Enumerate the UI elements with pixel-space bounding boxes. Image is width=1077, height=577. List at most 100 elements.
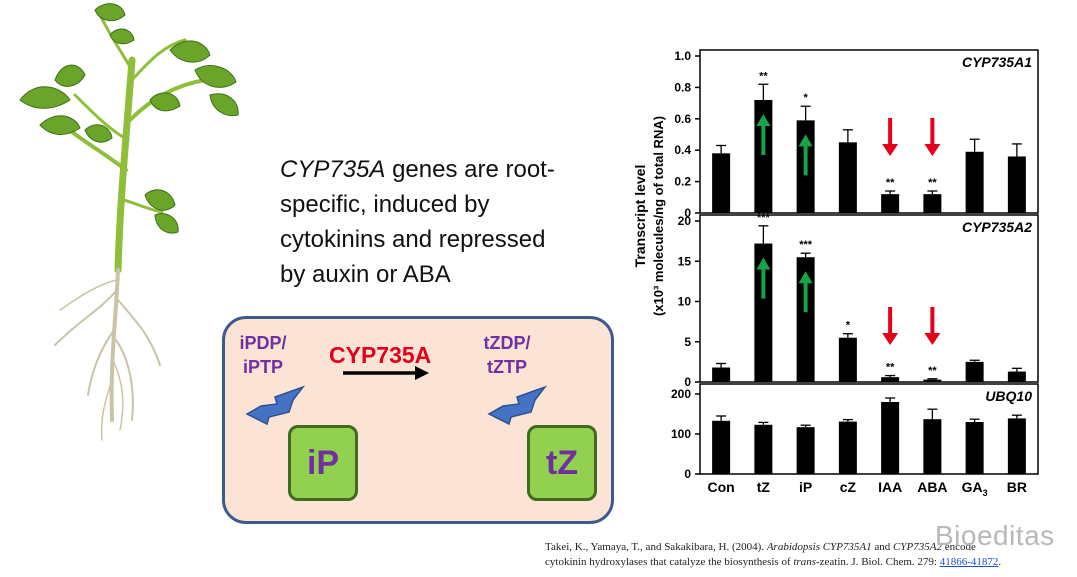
y-axis-label-line-1: Transcript level [632, 165, 648, 268]
y-tick-label: 0.8 [674, 80, 691, 94]
y-tick-label: 200 [671, 387, 691, 401]
x-category-label: IAA [878, 479, 902, 495]
citation-pages-link[interactable]: 41866-41872 [939, 556, 999, 568]
statement-line-1: genes are root- [385, 156, 555, 183]
y-tick-label: 0.4 [674, 143, 691, 157]
bar [881, 377, 900, 382]
significance-label: *** [757, 212, 771, 224]
down-arrow-head-icon [882, 333, 899, 345]
down-arrow-head-icon [924, 333, 941, 345]
bar [838, 142, 857, 213]
bar [1007, 418, 1026, 474]
y-tick-label: 0 [684, 375, 691, 389]
ip-cytokinin-box: iP [288, 425, 358, 501]
y-tick-label: 1.0 [674, 49, 691, 63]
up-arrow-head-icon [756, 257, 771, 270]
y-tick-label: 20 [678, 214, 692, 228]
panel-frame-0 [699, 49, 1039, 214]
citation: Takei, K., Yamaya, T., and Sakakibara, H… [545, 540, 1070, 570]
panel-title: CYP735A2 [962, 219, 1032, 235]
bar [881, 194, 900, 213]
citation-gene-1: Arabidopsis CYP735A1 [766, 541, 872, 553]
statement-line-3: cytokinins and repressed [280, 226, 546, 253]
enzyme-label: CYP735A [329, 342, 432, 368]
citation-title: cytokinin hydroxylases that catalyze the… [545, 556, 794, 568]
significance-label: ** [928, 365, 937, 377]
watermark: Bioeditas [935, 520, 1055, 551]
bar [712, 367, 731, 382]
bar [1007, 371, 1026, 382]
x-category-label: ABA [917, 479, 947, 495]
statement-line-2: specific, induced by [280, 191, 490, 218]
significance-label: ** [886, 362, 895, 374]
bar [1007, 156, 1026, 213]
citation-authors: Takei, K., Yamaya, T., and Sakakibara, H… [545, 541, 767, 553]
y-tick-label: 0 [684, 206, 691, 220]
bar [796, 427, 815, 474]
bar [838, 337, 857, 382]
bar [754, 424, 773, 474]
bar [965, 151, 984, 213]
citation-journal: -zeatin. J. Biol. Chem. 279: [815, 556, 940, 568]
bar [965, 422, 984, 474]
bar [923, 194, 942, 213]
reaction-arrow [343, 366, 429, 380]
panel-frame-2 [699, 383, 1039, 475]
panel-frame-1 [699, 214, 1039, 383]
left-conversion-arrow-icon [245, 385, 305, 426]
right-product-line-1: tZDP/ [483, 333, 531, 353]
y-tick-label: 0.6 [674, 112, 691, 126]
up-arrow-head-icon [798, 134, 813, 147]
significance-label: * [846, 320, 851, 332]
bar [712, 420, 731, 474]
right-conversion-arrow-icon [487, 385, 547, 426]
cytokinin-reaction-box: iPDP/ iPTP CYP735A tZDP/ tZTP iP tZ [222, 316, 614, 524]
panel-title: UBQ10 [985, 388, 1032, 404]
x-category-label: BR [1007, 479, 1027, 495]
tz-cytokinin-box: tZ [527, 425, 597, 501]
down-arrow-head-icon [882, 144, 899, 156]
bar [923, 419, 942, 474]
citation-period: . [998, 556, 1002, 568]
x-category-label: tZ [757, 479, 771, 495]
down-arrow-head-icon [924, 144, 941, 156]
bar [754, 99, 773, 213]
right-product: tZDP/ tZTP [477, 331, 537, 379]
significance-label: ** [886, 177, 895, 189]
bar [838, 421, 857, 474]
statement-gene-name: CYP735A [280, 156, 386, 183]
y-tick-label: 0.2 [674, 175, 691, 189]
citation-and: and [871, 541, 894, 553]
citation-encode: encode [941, 541, 976, 553]
panel-title: CYP735A1 [962, 54, 1032, 70]
x-category-label: cZ [840, 479, 857, 495]
y-tick-label: 10 [678, 295, 692, 309]
up-arrow-head-icon [798, 271, 813, 284]
y-tick-label: 5 [684, 335, 691, 349]
left-precursor-line-1: iPDP/ [239, 333, 287, 353]
x-category-label: GA3 [962, 479, 988, 498]
statement-line-4: by auxin or ABA [280, 261, 451, 288]
tomato-plant-illustration [19, 3, 239, 441]
x-category-label: Con [708, 479, 735, 495]
x-category-label: iP [799, 479, 812, 495]
y-tick-label: 15 [678, 254, 692, 268]
bar [923, 379, 942, 382]
y-tick-label: 0 [684, 467, 691, 481]
significance-label: ** [928, 177, 937, 189]
significance-label: *** [799, 239, 813, 251]
significance-label: ** [759, 70, 768, 82]
y-tick-label: 100 [671, 427, 691, 441]
bar [965, 361, 984, 382]
left-precursor: iPDP/ iPTP [235, 331, 291, 379]
bar [712, 153, 731, 213]
bar [881, 402, 900, 474]
gene-expression-statement: CYP735A genes are root- specific, induce… [280, 152, 610, 292]
significance-label: * [803, 92, 808, 104]
up-arrow-head-icon [756, 113, 771, 126]
y-axis-label-line-2: (x10³ molecules/ng of total RNA) [651, 116, 666, 316]
right-product-line-2: tZTP [487, 357, 527, 377]
citation-gene-2: CYP735A2 [893, 541, 942, 553]
bar [754, 243, 773, 382]
